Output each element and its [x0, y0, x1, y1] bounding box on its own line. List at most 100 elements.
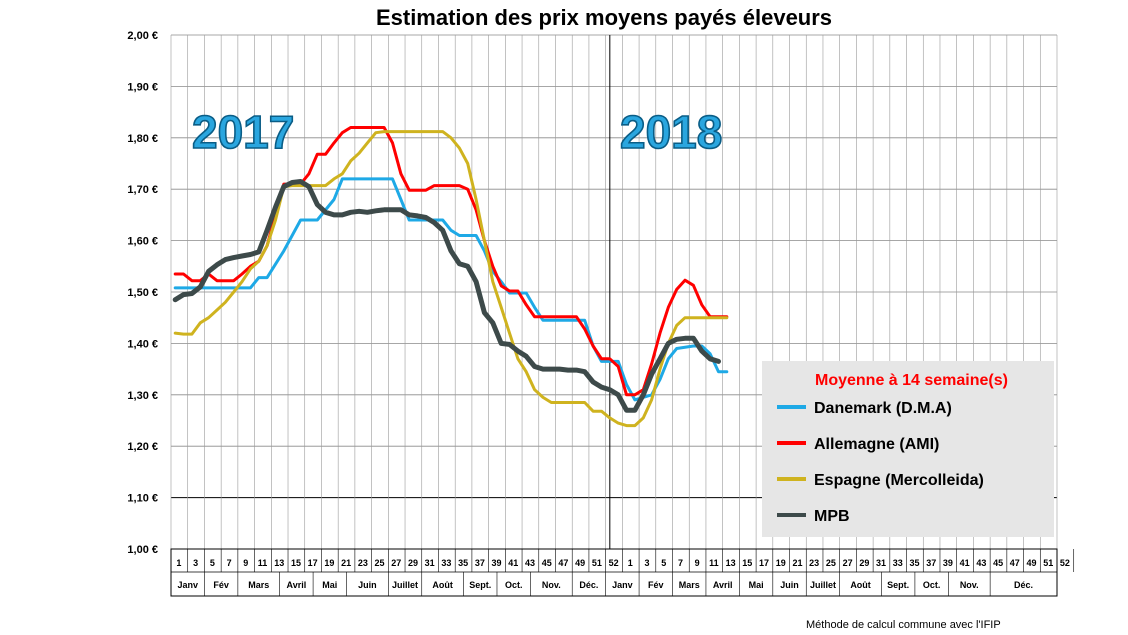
- y-tick-label: 1,30 €: [127, 390, 158, 402]
- week-tick-label: 21: [792, 558, 802, 568]
- week-tick-label: 39: [943, 558, 953, 568]
- y-tick-label: 1,40 €: [127, 338, 158, 350]
- month-label: Juillet: [810, 580, 836, 590]
- month-label: Août: [850, 580, 871, 590]
- y-tick-label: 1,00 €: [127, 544, 158, 556]
- week-tick-label: 9: [695, 558, 700, 568]
- week-tick-label: 52: [1060, 558, 1070, 568]
- week-tick-label: 13: [274, 558, 284, 568]
- week-tick-label: 11: [258, 558, 268, 568]
- week-tick-label: 3: [193, 558, 198, 568]
- legend-background: [762, 361, 1054, 537]
- month-label: Mars: [248, 580, 269, 590]
- legend: Moyenne à 14 semaine(s) Danemark (D.M.A)…: [762, 361, 1054, 537]
- footer-note: Méthode de calcul commune avec l'IFIP: [806, 619, 1001, 631]
- week-tick-label: 49: [575, 558, 585, 568]
- month-label: Sept.: [887, 580, 909, 590]
- series-line-danemark-d-m-a: [173, 177, 729, 402]
- week-tick-label: 19: [324, 558, 334, 568]
- legend-entry: Danemark (D.M.A): [814, 400, 952, 417]
- year-label-2018: 2018: [620, 106, 722, 158]
- week-tick-label: 19: [776, 558, 786, 568]
- week-tick-label: 31: [876, 558, 886, 568]
- week-tick-label: 11: [709, 558, 719, 568]
- month-label: Fév: [648, 580, 664, 590]
- week-tick-label: 21: [341, 558, 351, 568]
- week-tick-label: 33: [441, 558, 451, 568]
- week-tick-label: 23: [809, 558, 819, 568]
- month-label: Juin: [780, 580, 799, 590]
- week-tick-label: 51: [592, 558, 602, 568]
- week-tick-label: 51: [1043, 558, 1053, 568]
- week-tick-label: 7: [678, 558, 683, 568]
- week-tick-label: 27: [391, 558, 401, 568]
- y-tick-label: 1,60 €: [127, 236, 158, 248]
- legend-entry: MPB: [814, 508, 850, 525]
- week-tick-label: 25: [375, 558, 385, 568]
- week-tick-label: 5: [210, 558, 215, 568]
- week-tick-label: 29: [859, 558, 869, 568]
- month-label: Oct.: [923, 580, 941, 590]
- legend-entry: Allemagne (AMI): [814, 436, 939, 453]
- month-label: Mai: [749, 580, 764, 590]
- week-tick-label: 15: [291, 558, 301, 568]
- month-label: Mai: [322, 580, 337, 590]
- week-tick-label: 7: [227, 558, 232, 568]
- week-tick-label: 27: [843, 558, 853, 568]
- month-label: Août: [432, 580, 453, 590]
- week-tick-label: 45: [993, 558, 1003, 568]
- week-tick-label: 45: [542, 558, 552, 568]
- month-label: Juin: [358, 580, 377, 590]
- week-tick-label: 35: [909, 558, 919, 568]
- week-tick-label: 43: [976, 558, 986, 568]
- month-label: Déc.: [1014, 580, 1033, 590]
- week-tick-label: 41: [960, 558, 970, 568]
- y-tick-label: 1,70 €: [127, 184, 158, 196]
- month-label: Juillet: [392, 580, 418, 590]
- y-tick-label: 1,90 €: [127, 81, 158, 93]
- week-tick-label: 23: [358, 558, 368, 568]
- week-tick-label: 13: [726, 558, 736, 568]
- series-line-espagne-mercolleida: [173, 130, 729, 428]
- week-tick-label: 17: [308, 558, 318, 568]
- month-label: Sept.: [469, 580, 491, 590]
- month-label: Janv: [612, 580, 633, 590]
- y-axis-ticks: 1,00 € 1,10 € 1,20 € 1,30 € 1,40 € 1,50 € 1,60…: [127, 30, 158, 556]
- week-tick-label: 47: [558, 558, 568, 568]
- series-line-mpb: [172, 179, 721, 413]
- week-tick-label: 35: [458, 558, 468, 568]
- y-tick-label: 1,20 €: [127, 441, 158, 453]
- month-label: Nov.: [960, 580, 979, 590]
- week-tick-label: 17: [759, 558, 769, 568]
- week-tick-label: 3: [645, 558, 650, 568]
- chart-title: Estimation des prix moyens payés éleveur…: [376, 5, 832, 30]
- week-tick-label: 9: [243, 558, 248, 568]
- year-label-2017: 2017: [192, 106, 294, 158]
- month-label: Oct.: [505, 580, 523, 590]
- week-tick-label: 15: [742, 558, 752, 568]
- month-label: Janv: [177, 580, 198, 590]
- month-label: Fév: [213, 580, 229, 590]
- week-tick-label: 39: [492, 558, 502, 568]
- month-label: Déc.: [579, 580, 598, 590]
- week-tick-label: 47: [1010, 558, 1020, 568]
- y-tick-label: 2,00 €: [127, 30, 158, 42]
- week-tick-label: 43: [525, 558, 535, 568]
- y-tick-label: 1,80 €: [127, 133, 158, 145]
- week-tick-label: 49: [1026, 558, 1036, 568]
- week-tick-label: 37: [926, 558, 936, 568]
- month-label: Avril: [713, 580, 733, 590]
- week-tick-label: 52: [609, 558, 619, 568]
- y-tick-label: 1,10 €: [127, 493, 158, 505]
- week-tick-label: 29: [408, 558, 418, 568]
- week-tick-label: 33: [893, 558, 903, 568]
- month-label: Avril: [287, 580, 307, 590]
- week-tick-label: 1: [176, 558, 181, 568]
- legend-entry: Espagne (Mercolleida): [814, 472, 984, 489]
- week-tick-label: 25: [826, 558, 836, 568]
- legend-title: Moyenne à 14 semaine(s): [815, 372, 1008, 389]
- week-tick-label: 1: [628, 558, 633, 568]
- series-lines: [172, 126, 729, 428]
- week-tick-label: 37: [475, 558, 485, 568]
